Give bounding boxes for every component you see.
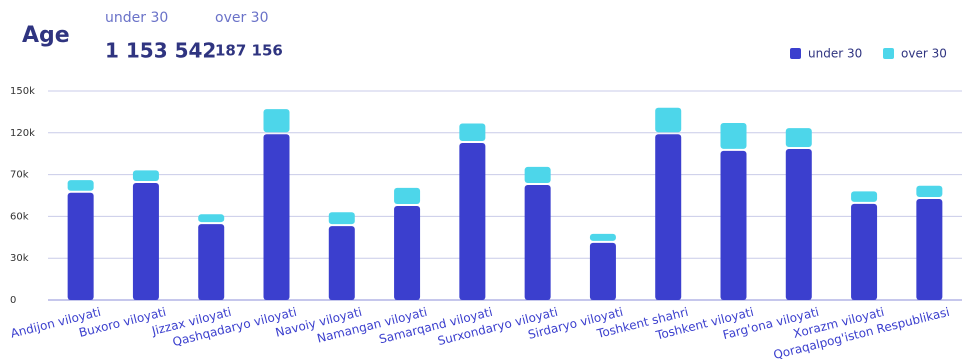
bar — [785, 148, 812, 300]
bar — [459, 142, 486, 300]
bar — [132, 170, 159, 181]
bar — [524, 185, 551, 300]
title: Age — [22, 23, 70, 48]
bar — [785, 128, 812, 147]
bar — [263, 109, 290, 133]
stat-label: over 30 — [215, 10, 268, 26]
bar — [720, 123, 747, 149]
bar — [916, 198, 943, 300]
bar — [198, 224, 225, 300]
bar — [328, 212, 355, 225]
bar — [394, 205, 421, 300]
bar — [67, 192, 94, 300]
bar — [589, 233, 616, 241]
legend-swatch — [790, 48, 801, 59]
y-tick-label: 0 — [10, 295, 16, 306]
stat-value: 187 156 — [215, 42, 283, 60]
bar — [459, 123, 486, 141]
legend-swatch — [883, 48, 894, 59]
bar — [916, 185, 943, 197]
stat-label: under 30 — [105, 10, 168, 26]
bar — [720, 150, 747, 300]
legend-label: under 30 — [808, 47, 862, 61]
y-tick-label: 60k — [10, 211, 29, 222]
y-tick-label: 70k — [10, 170, 29, 181]
bar — [655, 134, 682, 300]
legend-label: over 30 — [901, 47, 947, 61]
bar — [132, 182, 159, 300]
bar — [328, 226, 355, 300]
bar — [851, 191, 878, 202]
bar — [851, 203, 878, 300]
y-tick-label: 120k — [10, 128, 35, 139]
y-tick-label: 150k — [10, 86, 35, 97]
bar — [589, 242, 616, 300]
bar — [198, 214, 225, 223]
bar — [67, 180, 94, 191]
y-tick-label: 30k — [10, 253, 29, 264]
bar — [655, 107, 682, 133]
bar — [263, 134, 290, 300]
bar — [524, 166, 551, 184]
bar — [394, 187, 421, 204]
stat-value: 1 153 542 — [105, 39, 216, 63]
